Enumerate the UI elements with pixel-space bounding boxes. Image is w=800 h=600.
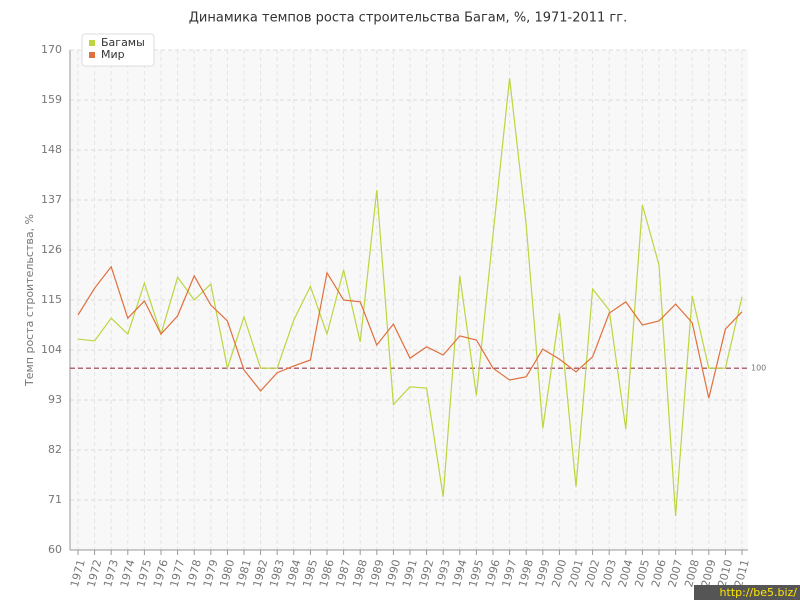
y-tick-label: 170 xyxy=(41,43,62,56)
y-tick-label: 104 xyxy=(41,343,62,356)
watermark-bg xyxy=(694,585,800,600)
y-tick-label: 82 xyxy=(48,443,62,456)
y-axis-label: Темп роста строительства, % xyxy=(23,214,36,387)
y-tick-label: 115 xyxy=(41,293,62,306)
watermark: http://be5.biz/ xyxy=(720,586,798,599)
legend-swatch xyxy=(89,40,95,46)
y-tick-label: 126 xyxy=(41,243,62,256)
legend-swatch xyxy=(89,52,95,58)
legend-label: Мир xyxy=(101,48,125,61)
legend-label: Багамы xyxy=(101,36,145,49)
series-line xyxy=(77,265,743,399)
legend-box xyxy=(81,33,155,67)
reference-label: 100 xyxy=(751,364,766,373)
series-line xyxy=(77,78,743,516)
y-tick-label: 93 xyxy=(48,393,62,406)
chart-title: Динамика темпов роста строительства Бага… xyxy=(189,11,627,26)
x-tick-label: 2011 xyxy=(732,558,752,588)
y-tick-label: 60 xyxy=(48,543,62,556)
y-tick-label: 71 xyxy=(48,493,62,506)
y-tick-label: 159 xyxy=(41,93,62,106)
y-tick-label: 137 xyxy=(41,193,62,206)
y-tick-label: 148 xyxy=(41,143,62,156)
